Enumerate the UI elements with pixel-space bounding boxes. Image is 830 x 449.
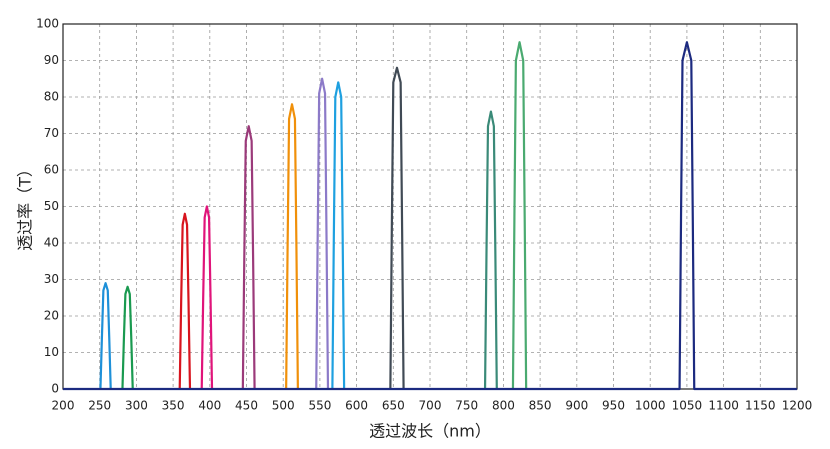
spectrum-line <box>99 282 112 390</box>
x-tick-label: 900 <box>565 399 588 413</box>
y-tick-label: 70 <box>44 126 59 140</box>
spectrum-line <box>200 205 214 390</box>
x-tick-label: 1100 <box>708 399 739 413</box>
x-tick-label: 500 <box>272 399 295 413</box>
x-axis-label: 透过波长（nm） <box>369 422 491 441</box>
x-tick-label: 400 <box>198 399 221 413</box>
y-tick-label: 40 <box>44 236 59 250</box>
spectrum-line <box>389 66 405 390</box>
x-tick-label: 650 <box>382 399 405 413</box>
x-tick-label: 550 <box>308 399 331 413</box>
x-tick-label: 1000 <box>635 399 666 413</box>
x-tick-label: 200 <box>52 399 75 413</box>
y-tick-label: 50 <box>44 199 59 213</box>
x-tick-label: 450 <box>235 399 258 413</box>
x-tick-label: 300 <box>125 399 148 413</box>
x-tick-label: 250 <box>88 399 111 413</box>
spectrum-line <box>315 77 330 390</box>
spectrum-line <box>511 41 528 390</box>
x-tick-label: 750 <box>455 399 478 413</box>
y-axis-label: 透过率（T） <box>16 161 35 251</box>
spectrum-line <box>331 81 346 390</box>
x-tick-label: 850 <box>529 399 552 413</box>
x-tick-label: 950 <box>602 399 625 413</box>
spectrum-line <box>178 212 192 390</box>
y-tick-label: 0 <box>51 382 59 396</box>
y-tick-label: 100 <box>36 17 59 31</box>
x-tick-label: 800 <box>492 399 515 413</box>
y-tick-label: 10 <box>44 345 59 359</box>
x-tick-label: 600 <box>345 399 368 413</box>
x-tick-label: 1200 <box>782 399 813 413</box>
spectrum-line <box>241 125 256 390</box>
x-tick-label: 1150 <box>745 399 776 413</box>
y-tick-label: 80 <box>44 90 59 104</box>
y-tick-label: 60 <box>44 163 59 177</box>
y-tick-label: 20 <box>44 309 59 323</box>
spectrum-line <box>63 41 797 391</box>
spectrum-line <box>121 285 134 390</box>
x-tick-label: 1050 <box>672 399 703 413</box>
y-tick-label: 30 <box>44 272 59 286</box>
spectrum-line <box>483 110 498 390</box>
x-tick-label: 700 <box>419 399 442 413</box>
x-tick-label: 350 <box>162 399 185 413</box>
spectrum-line <box>285 103 299 390</box>
y-tick-label: 90 <box>44 53 59 67</box>
